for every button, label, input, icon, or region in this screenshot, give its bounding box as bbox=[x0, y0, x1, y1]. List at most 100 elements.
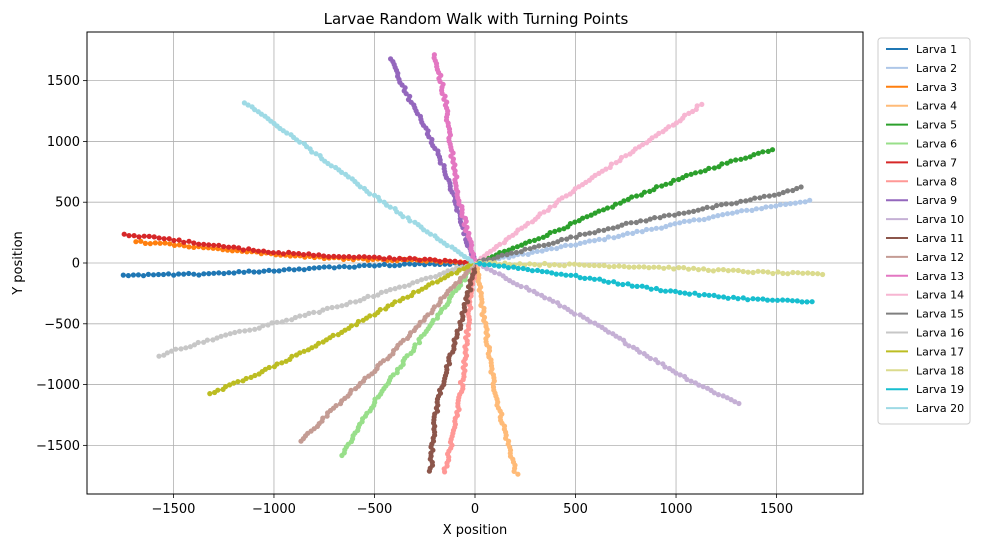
turning-point bbox=[334, 304, 340, 310]
turning-point bbox=[246, 268, 252, 274]
turning-point bbox=[719, 161, 725, 167]
turning-point bbox=[616, 263, 622, 269]
turning-point bbox=[558, 271, 564, 277]
turning-point bbox=[165, 271, 172, 277]
turning-point bbox=[667, 222, 673, 228]
turning-point bbox=[169, 348, 175, 354]
turning-point bbox=[496, 263, 502, 269]
turning-point bbox=[556, 227, 562, 233]
turning-point bbox=[333, 164, 339, 171]
turning-point bbox=[735, 267, 741, 274]
series-layer bbox=[120, 52, 826, 477]
turning-point bbox=[728, 158, 734, 164]
turning-point bbox=[770, 270, 776, 277]
turning-point bbox=[636, 264, 642, 270]
chart-title: Larvae Random Walk with Turning Points bbox=[324, 10, 629, 28]
turning-point bbox=[561, 226, 567, 232]
legend-label: Larva 12 bbox=[916, 251, 964, 264]
turning-point bbox=[577, 240, 583, 246]
turning-point bbox=[522, 240, 529, 246]
turning-point bbox=[701, 216, 707, 223]
turning-point bbox=[587, 275, 593, 281]
turning-point bbox=[520, 265, 526, 272]
y-tick-label: −1500 bbox=[36, 439, 80, 454]
turning-point bbox=[615, 281, 621, 287]
series-larva-8 bbox=[441, 262, 477, 475]
turning-point bbox=[141, 233, 147, 239]
turning-point bbox=[733, 157, 739, 163]
turning-point bbox=[656, 130, 662, 136]
turning-point bbox=[686, 218, 693, 224]
turning-point bbox=[783, 201, 789, 207]
turning-point bbox=[790, 269, 796, 276]
turning-point bbox=[511, 468, 517, 474]
turning-point bbox=[539, 268, 545, 275]
turning-point bbox=[210, 337, 216, 343]
turning-point bbox=[442, 469, 448, 475]
turning-point bbox=[397, 298, 403, 304]
turning-point bbox=[191, 271, 197, 277]
turning-point bbox=[630, 230, 636, 236]
turning-point bbox=[426, 468, 432, 474]
turning-point bbox=[586, 262, 592, 268]
turning-point bbox=[649, 226, 655, 232]
turning-point bbox=[648, 286, 654, 292]
turning-point bbox=[401, 261, 408, 267]
turning-point bbox=[434, 279, 440, 285]
turning-point bbox=[235, 379, 241, 385]
turning-point bbox=[744, 207, 750, 213]
turning-point bbox=[454, 270, 460, 276]
turning-point bbox=[647, 188, 653, 194]
turning-point bbox=[735, 296, 741, 302]
turning-point bbox=[653, 225, 659, 231]
turning-point bbox=[434, 315, 440, 321]
turning-point bbox=[271, 268, 277, 274]
turning-point bbox=[563, 193, 569, 199]
turning-point bbox=[445, 268, 451, 274]
turning-point bbox=[787, 201, 794, 207]
y-tick-label: −500 bbox=[44, 317, 80, 332]
turning-point bbox=[698, 169, 704, 175]
turning-point bbox=[580, 215, 586, 221]
turning-point bbox=[562, 242, 569, 248]
turning-point bbox=[513, 249, 520, 256]
turning-point bbox=[716, 294, 722, 300]
turning-point bbox=[536, 236, 542, 242]
turning-point bbox=[231, 270, 237, 276]
turning-point bbox=[559, 236, 565, 243]
turning-point bbox=[353, 386, 359, 392]
turning-point bbox=[658, 225, 665, 231]
turning-point bbox=[706, 292, 712, 298]
turning-point bbox=[723, 201, 729, 207]
turning-point bbox=[131, 233, 137, 239]
turning-point bbox=[271, 364, 277, 370]
turning-point bbox=[760, 149, 766, 155]
turning-point bbox=[682, 290, 688, 296]
turning-point bbox=[519, 242, 525, 248]
turning-point bbox=[302, 312, 308, 318]
turning-point bbox=[371, 192, 378, 198]
turning-point bbox=[611, 235, 617, 241]
turning-point bbox=[361, 185, 367, 192]
turning-point bbox=[383, 306, 389, 312]
turning-point bbox=[541, 242, 547, 248]
legend-label: Larva 10 bbox=[916, 213, 964, 226]
series-larva-10 bbox=[474, 261, 742, 407]
legend-label: Larva 13 bbox=[916, 270, 964, 283]
turning-point bbox=[725, 295, 731, 301]
turning-point bbox=[696, 292, 702, 298]
turning-point bbox=[301, 252, 307, 258]
turning-point bbox=[431, 52, 437, 58]
legend-label: Larva 7 bbox=[916, 156, 957, 169]
turning-point bbox=[809, 299, 815, 305]
turning-point bbox=[176, 271, 182, 277]
turning-point bbox=[597, 276, 603, 282]
turning-point bbox=[567, 221, 574, 227]
turning-point bbox=[191, 342, 198, 348]
turning-point bbox=[695, 267, 702, 273]
turning-point bbox=[617, 335, 623, 341]
y-tick-label: 0 bbox=[72, 257, 80, 272]
turning-point bbox=[760, 296, 766, 302]
turning-point bbox=[588, 212, 594, 218]
turning-point bbox=[546, 241, 552, 247]
